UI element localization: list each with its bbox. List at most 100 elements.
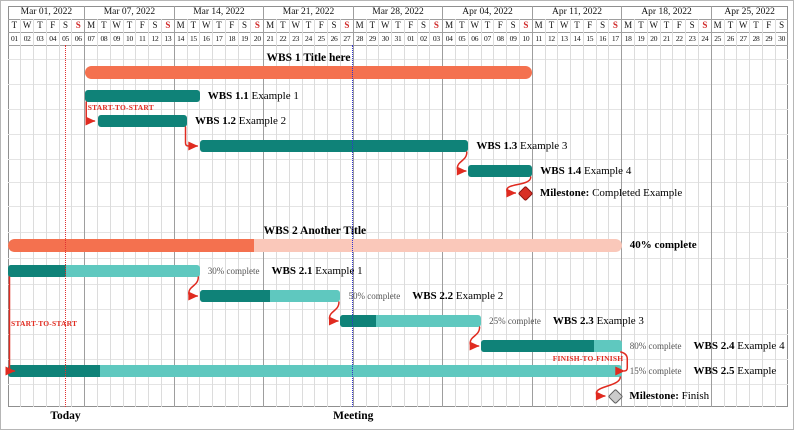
calendar-day-number: 10 xyxy=(522,34,530,43)
calendar-day-letter: S xyxy=(63,20,69,30)
calendar-day-letter: F xyxy=(408,20,414,30)
grid-line-vertical xyxy=(135,19,137,407)
grid-line-vertical xyxy=(71,19,73,407)
calendar-day-letter: M xyxy=(87,20,96,30)
calendar-day-letter: W xyxy=(738,20,748,30)
grid-line-vertical xyxy=(634,19,636,407)
task-name: WBS 1.1 Example 1 xyxy=(207,90,299,102)
calendar-day-letter: W xyxy=(112,20,121,30)
grid-line-vertical xyxy=(186,19,188,407)
grid-line-vertical xyxy=(20,19,22,407)
task-progress-fill xyxy=(199,290,271,302)
calendar-day-letter: T xyxy=(727,20,734,30)
calendar-day-letter: S xyxy=(165,20,171,30)
calendar-day-letter: T xyxy=(280,20,286,30)
calendar-day-letter: T xyxy=(369,20,376,30)
row-line xyxy=(8,84,788,85)
calendar-day-letter: T xyxy=(548,20,555,30)
grid-line-vertical xyxy=(685,19,687,407)
calendar-day-number: 26 xyxy=(727,34,734,43)
grid-line-vertical xyxy=(276,19,278,407)
task-progress-fill xyxy=(8,365,101,377)
task-bar xyxy=(481,340,622,352)
row-line xyxy=(8,158,788,160)
calendar-day-letter: T xyxy=(216,20,222,30)
calendar-day-letter: S xyxy=(689,20,695,30)
row-line xyxy=(8,108,788,110)
calendar-week-label: Mar 14, 2022 xyxy=(193,7,245,17)
calendar-day-letter: F xyxy=(139,20,145,30)
grid-line-vertical xyxy=(582,19,584,407)
calendar-day-number: 13 xyxy=(560,34,568,43)
calendar-day-letter: S xyxy=(254,20,260,30)
calendar-day-number: 01 xyxy=(407,34,415,43)
calendar-day-number: 18 xyxy=(228,34,236,43)
grid-line-vertical xyxy=(697,19,699,407)
calendar-day-number: 11 xyxy=(535,34,542,43)
calendar-day-number: 17 xyxy=(215,34,223,43)
row-line xyxy=(8,206,788,207)
calendar-day-letter: T xyxy=(484,20,491,30)
calendar-day-number: 20 xyxy=(253,34,261,43)
task-progress-fill xyxy=(8,265,66,277)
calendar-day-number: 27 xyxy=(739,34,747,43)
calendar-day-letter: W xyxy=(380,20,390,30)
calendar-day-letter: M xyxy=(176,20,185,30)
grid-line-vertical xyxy=(288,19,290,407)
group-progress-label: 40% complete xyxy=(629,239,697,251)
calendar-day-number: 21 xyxy=(266,34,274,43)
row-line xyxy=(8,59,788,60)
task-bar xyxy=(8,365,622,377)
grid-line-vertical xyxy=(659,19,661,407)
calendar-day-number: 10 xyxy=(126,34,133,43)
grid-line-vertical xyxy=(736,19,738,407)
calendar-day-letter: S xyxy=(779,20,785,30)
calendar-week-label: Mar 01, 2022 xyxy=(20,7,73,17)
calendar-day-number: 14 xyxy=(177,34,185,43)
calendar-day-letter: S xyxy=(612,20,618,30)
grid-line-vertical xyxy=(84,6,86,407)
grid-line-vertical xyxy=(531,6,533,407)
calendar-day-number: 16 xyxy=(599,34,607,43)
calendar-day-letter: T xyxy=(638,20,644,30)
task-bar xyxy=(468,165,533,177)
grid-line-vertical xyxy=(58,19,60,407)
calendar-day-letter: S xyxy=(421,20,427,30)
calendar-day-letter: S xyxy=(523,20,529,30)
row-line xyxy=(8,258,788,259)
grid-line-vertical xyxy=(595,19,597,407)
group-title: WBS 2 Another Title xyxy=(263,225,367,237)
calendar-day-number: 28 xyxy=(752,34,760,43)
calendar-day-number: 04 xyxy=(445,34,453,43)
grid-line-vertical xyxy=(224,19,226,407)
calendar-day-number: 07 xyxy=(87,34,95,43)
task-bar xyxy=(8,265,200,277)
calendar-day-number: 27 xyxy=(343,34,351,43)
grid-line-vertical xyxy=(774,19,776,407)
grid-line-vertical xyxy=(672,19,674,407)
row-line xyxy=(8,383,788,385)
grid-line-vertical xyxy=(199,19,201,407)
grid-line-vertical xyxy=(173,6,175,407)
task-label: 50% complete WBS 2.2 Example 2 xyxy=(348,288,503,304)
calendar-day-letter: F xyxy=(318,20,324,30)
calendar-day-letter: S xyxy=(242,20,248,30)
task-bar xyxy=(97,115,187,127)
task-progress-label: 15% complete xyxy=(629,366,682,376)
calendar-day-number: 18 xyxy=(624,34,632,43)
calendar-day-number: 29 xyxy=(765,34,773,43)
task-label: 15% complete WBS 2.5 Example xyxy=(630,363,777,379)
grid-line-vertical xyxy=(493,19,495,407)
task-label: 25% complete WBS 2.3 Example 3 xyxy=(489,313,644,329)
calendar-day-letter: M xyxy=(624,20,633,30)
group-title: WBS 1 Title here xyxy=(266,52,351,64)
grid-line-vertical xyxy=(237,19,239,407)
grid-line-vertical xyxy=(263,6,265,407)
calendar-day-number: 02 xyxy=(23,34,31,43)
grid-line-vertical xyxy=(391,19,393,407)
calendar-day-number: 01 xyxy=(10,34,18,43)
grid-line-vertical xyxy=(608,19,610,407)
grid-line-vertical xyxy=(301,19,303,407)
